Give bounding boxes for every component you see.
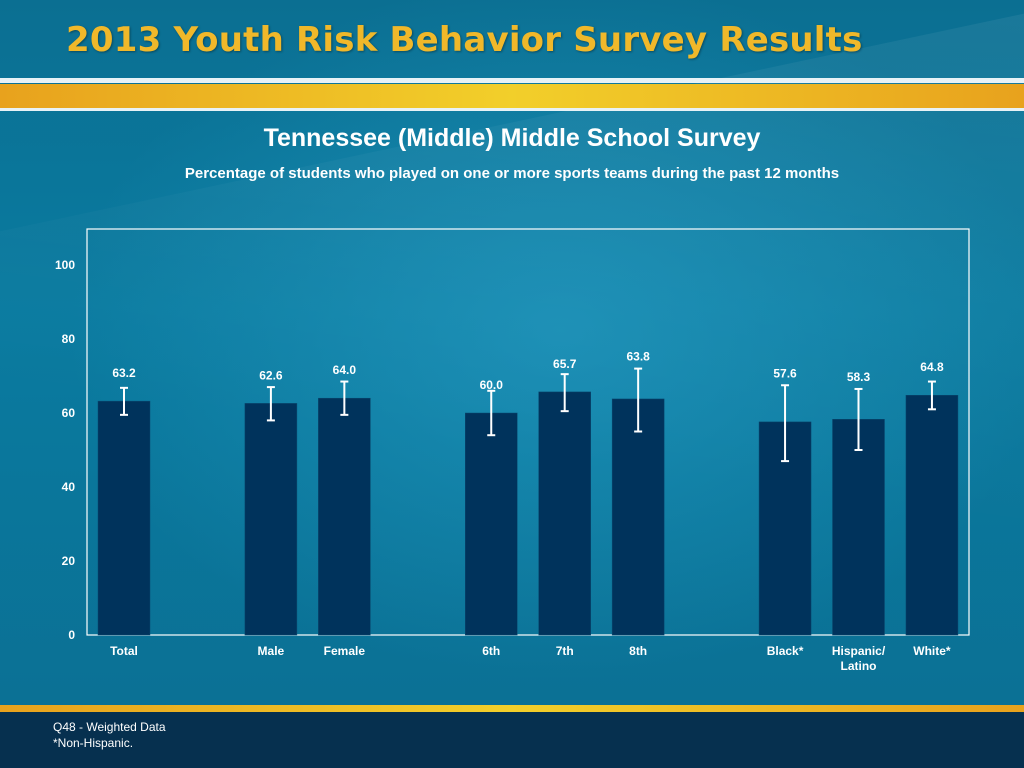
bar [318, 397, 371, 636]
y-tick-label: 100 [55, 258, 75, 272]
y-tick-label: 0 [68, 628, 75, 642]
footer-note-nonhispanic: *Non-Hispanic. [53, 736, 134, 750]
x-tick-label: Male [258, 644, 285, 658]
y-tick-label: 80 [62, 332, 76, 346]
bar [832, 419, 885, 636]
x-tick-label: 6th [482, 644, 500, 658]
x-tick-label: Female [324, 644, 366, 658]
data-label: 64.8 [920, 360, 944, 374]
chart-subtitle: Percentage of students who played on one… [184, 165, 840, 182]
y-tick-label: 60 [62, 406, 76, 420]
plot-frame [86, 228, 970, 636]
y-tick-label: 40 [62, 480, 76, 494]
data-label: 62.6 [259, 368, 283, 382]
x-tick-label: 7th [556, 644, 574, 658]
x-tick-label: White* [913, 644, 951, 658]
footer-note-weighted: Q48 - Weighted Data [53, 720, 166, 734]
data-label: 58.3 [847, 370, 871, 384]
header-rule-white-lower [0, 108, 1024, 111]
bar-chart: 0 20 40 60 80 100 63.2 Total 62.6 Male 64.0 Female 6… [55, 228, 970, 673]
header-rule-gold [0, 84, 1024, 108]
chart-title: Tennessee (Middle) Middle School Survey [263, 124, 761, 152]
data-label: 63.2 [112, 366, 136, 380]
bar [244, 403, 298, 636]
bar [97, 400, 151, 636]
y-tick-label: 20 [62, 554, 76, 568]
data-label: 65.7 [553, 357, 577, 371]
data-label: 63.8 [626, 350, 650, 364]
data-label: 60.0 [480, 378, 504, 392]
x-tick-label: 8th [629, 644, 647, 658]
data-label: 64.0 [333, 363, 357, 377]
header-title: 2013 Youth Risk Behavior Survey Results [66, 20, 863, 60]
x-tick-label: Hispanic/ [832, 644, 886, 658]
x-tick-label: Black* [767, 644, 804, 658]
data-label: 57.6 [773, 366, 797, 380]
header-rule-white [0, 78, 1024, 83]
bar [611, 398, 665, 636]
bar [905, 394, 959, 636]
bar [538, 391, 591, 636]
x-tick-label: Latino [841, 659, 877, 673]
footer-rule-gold [0, 705, 1024, 712]
footer-band [0, 712, 1024, 768]
bar [465, 412, 518, 636]
x-tick-label: Total [110, 644, 138, 658]
